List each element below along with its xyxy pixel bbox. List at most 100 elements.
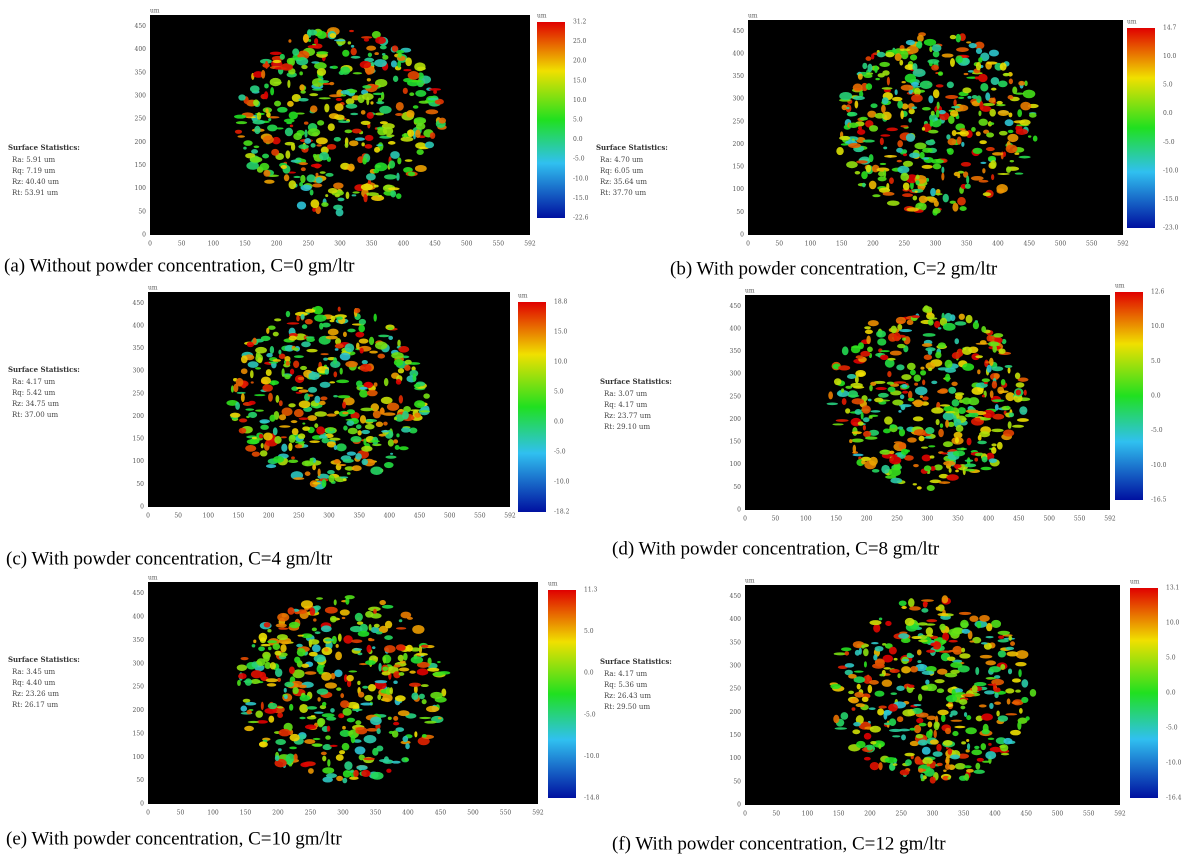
surface-blob: [374, 112, 385, 116]
surface-blob: [877, 73, 885, 78]
surface-blob: [965, 409, 979, 414]
surface-blob: [310, 163, 322, 168]
surface-blob: [897, 140, 903, 148]
surface-blob: [244, 725, 254, 732]
surface-blob: [868, 125, 879, 132]
surface-blob: [888, 454, 898, 457]
surface-blob: [855, 703, 865, 708]
surface-blob: [967, 95, 972, 99]
surface-blob: [929, 739, 939, 745]
surface-blob: [980, 52, 990, 62]
surface-blob: [324, 638, 335, 642]
surface-blob: [859, 116, 868, 121]
surface-blob: [331, 635, 337, 645]
stat: Rt: 26.17 um: [12, 701, 58, 709]
surface-blob: [348, 670, 358, 673]
x-tick-label: 50: [174, 513, 182, 520]
surface-blob: [269, 662, 276, 670]
surface-blob: [1015, 128, 1028, 135]
surface-blob: [300, 600, 313, 609]
surface-blob: [304, 724, 317, 730]
surface-blob: [889, 668, 900, 674]
surface-blob: [361, 458, 368, 466]
surface-blob: [430, 691, 443, 699]
surface-blob: [292, 347, 299, 351]
surface-blob: [293, 409, 304, 418]
surface-blob: [854, 171, 861, 175]
surface-blob: [262, 135, 274, 144]
surface-blob: [393, 716, 399, 721]
surface-blob: [983, 642, 992, 650]
surface-blob: [896, 685, 905, 691]
surface-blob: [351, 639, 363, 644]
surface-blob: [321, 672, 332, 681]
surface-blob: [852, 453, 864, 457]
surface-blob: [856, 740, 866, 749]
x-tick-label: 300: [922, 516, 934, 523]
x-tick-label: 350: [958, 811, 970, 818]
y-tick-label: 150: [135, 162, 147, 169]
surface-blob: [238, 94, 246, 101]
surface-blob: [880, 134, 891, 137]
surface-blob: [370, 771, 384, 780]
surface-blob: [1011, 678, 1021, 683]
x-tick-label: 300: [337, 810, 349, 817]
surface-blob: [288, 180, 297, 190]
surface-blob: [373, 608, 377, 614]
surface-blob: [294, 311, 308, 317]
surface-blob: [309, 189, 314, 196]
surface-blob: [868, 415, 873, 419]
surface-blob: [415, 129, 421, 138]
surface-blob: [911, 106, 918, 110]
surface-blob: [258, 741, 268, 748]
surface-blob: [896, 159, 902, 163]
y-tick-label: 50: [136, 481, 144, 488]
surface-blob: [292, 669, 305, 679]
surface-blob: [989, 122, 995, 125]
surface-blob: [415, 89, 427, 97]
surface-blob: [395, 627, 407, 630]
surface-blob: [304, 129, 308, 138]
surface-blob: [912, 68, 926, 77]
surface-blob: [362, 157, 367, 165]
surface-blob: [286, 57, 294, 65]
y-tick-label: 100: [733, 186, 745, 193]
surface-blob: [901, 734, 906, 741]
y-tick-label: 0: [740, 232, 744, 239]
surface-blob: [967, 412, 979, 418]
surface-blob: [259, 450, 268, 457]
surface-blob: [359, 389, 369, 398]
surface-blob: [955, 104, 969, 112]
surface-blob: [301, 324, 308, 329]
surface-blob: [851, 707, 856, 711]
colorbar: [548, 590, 576, 798]
surface-blob: [309, 607, 316, 616]
surface-blob: [974, 41, 985, 50]
surface-blob: [414, 400, 426, 409]
y-tick-label: 100: [133, 754, 145, 761]
surface-map: [150, 15, 530, 235]
surface-blob: [926, 763, 930, 767]
surface-blob: [854, 100, 859, 109]
colorbar-tick-label: 0.0: [1166, 690, 1176, 697]
surface-blob: [912, 416, 924, 422]
surface-blob: [975, 355, 984, 359]
surface-blob: [998, 130, 1008, 136]
surface-blob: [1006, 698, 1011, 705]
y-tick-label: 0: [737, 507, 741, 514]
surface-blob: [280, 644, 287, 653]
surface-blob: [358, 324, 365, 333]
surface-blob: [1005, 713, 1018, 716]
surface-blob: [346, 472, 351, 475]
surface-blob: [944, 727, 952, 735]
surface-blob: [374, 146, 381, 153]
surface-blob: [904, 73, 917, 83]
surface-blob: [845, 385, 853, 389]
surface-blob: [312, 743, 323, 747]
surface-blob: [965, 727, 977, 735]
surface-blob: [1021, 679, 1029, 688]
surface-blob: [337, 464, 347, 467]
surface-blob: [249, 85, 260, 93]
surface-blob: [958, 96, 965, 99]
